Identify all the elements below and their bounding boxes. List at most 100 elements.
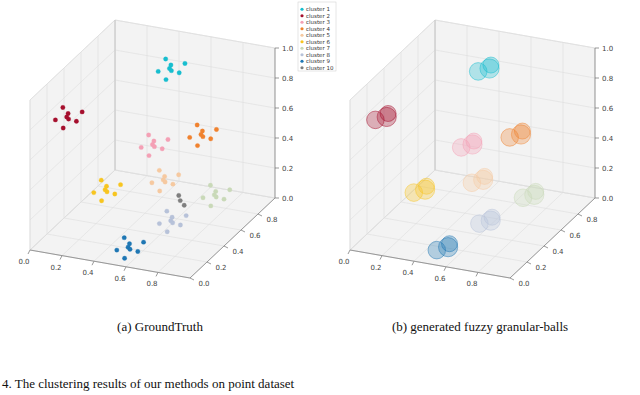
tick-mark xyxy=(275,78,279,79)
grid-line xyxy=(30,170,115,250)
point xyxy=(118,182,122,186)
point xyxy=(99,199,103,203)
y-tick-label: 0.2 xyxy=(215,264,226,272)
grid-line xyxy=(126,187,211,267)
point xyxy=(177,193,181,197)
point xyxy=(200,129,204,133)
x-tick-label: 0.2 xyxy=(50,264,61,272)
point xyxy=(169,68,173,72)
grid-line xyxy=(350,140,435,220)
point xyxy=(166,137,170,141)
tick-mark xyxy=(510,278,514,280)
grid-line xyxy=(47,234,207,262)
marks xyxy=(367,57,544,259)
z-tick-label: 0.4 xyxy=(282,135,294,143)
grid-line xyxy=(30,140,115,220)
tick-mark xyxy=(444,267,446,271)
point xyxy=(104,184,108,188)
grid-line xyxy=(243,42,244,192)
point xyxy=(222,197,226,201)
grid-line xyxy=(435,20,595,48)
point xyxy=(152,139,156,143)
grid-line xyxy=(418,36,419,186)
y-axis-line xyxy=(190,198,275,278)
y-tick-label: 0.6 xyxy=(249,232,261,240)
tick-mark xyxy=(595,168,599,169)
point xyxy=(150,181,154,185)
point xyxy=(165,230,169,234)
grid-line xyxy=(81,202,241,230)
point xyxy=(184,213,188,217)
grid-line xyxy=(382,176,467,256)
tick-mark xyxy=(275,198,279,199)
y-tick-label: 0.8 xyxy=(586,216,597,224)
point xyxy=(105,190,109,194)
point xyxy=(127,242,131,246)
legend-label: cluster 5 xyxy=(306,32,330,38)
grid-line xyxy=(367,84,368,234)
z-tick-label: 0.8 xyxy=(602,75,613,83)
z-tick-label: 1.0 xyxy=(282,45,293,53)
legend-label: cluster 10 xyxy=(306,65,334,71)
point xyxy=(163,180,167,184)
x-tick-label: 0.2 xyxy=(370,264,381,272)
legend-label: cluster 7 xyxy=(306,45,330,51)
tick-mark xyxy=(275,108,279,109)
tick-mark xyxy=(595,108,599,109)
point xyxy=(156,69,160,73)
grid-line xyxy=(211,37,212,187)
legend-marker xyxy=(300,53,303,56)
tick-mark xyxy=(544,246,548,248)
grid-line xyxy=(98,36,99,186)
grid-line xyxy=(435,50,595,78)
grid-line xyxy=(30,110,115,190)
grid-line xyxy=(62,176,147,256)
tick-mark xyxy=(156,272,158,276)
figure: 0.00.20.40.60.80.00.20.40.60.80.00.20.40… xyxy=(0,0,640,395)
point xyxy=(122,256,126,260)
grid-line xyxy=(350,20,435,100)
point xyxy=(183,61,187,65)
legend-label: cluster 3 xyxy=(306,19,330,25)
z-tick-label: 0.0 xyxy=(282,195,293,203)
grid-line xyxy=(64,218,224,246)
pane xyxy=(30,20,115,250)
tick-mark xyxy=(190,278,194,280)
grid-line xyxy=(350,170,435,250)
grid-line xyxy=(115,20,275,48)
point xyxy=(170,221,174,225)
y-tick-label: 0.6 xyxy=(569,232,581,240)
x-tick-label: 0.6 xyxy=(114,275,126,283)
point xyxy=(214,189,218,193)
point xyxy=(164,77,168,81)
granular-ball xyxy=(367,111,385,129)
legend-label: cluster 6 xyxy=(306,39,330,45)
back-edge xyxy=(115,20,116,170)
grid-line xyxy=(94,181,179,261)
point xyxy=(214,127,218,131)
z-tick-label: 0.6 xyxy=(282,105,294,113)
grid-line xyxy=(446,187,531,267)
granular-ball xyxy=(428,241,446,259)
tick-mark xyxy=(275,48,279,49)
grid-line xyxy=(350,50,435,130)
grid-line xyxy=(64,68,65,218)
point xyxy=(165,209,169,213)
point xyxy=(188,135,192,139)
grid-line xyxy=(435,80,595,108)
panel: 0.00.20.40.60.80.00.20.40.60.80.00.20.40… xyxy=(18,2,336,334)
legend-marker xyxy=(300,40,303,43)
point xyxy=(74,119,78,123)
legend-box xyxy=(298,2,336,71)
back-edge xyxy=(435,20,436,170)
granular-ball xyxy=(463,174,481,192)
z-tick-label: 0.4 xyxy=(602,135,614,143)
point xyxy=(201,134,205,138)
y-tick-label: 0.0 xyxy=(198,280,209,288)
tick-mark xyxy=(258,214,262,216)
tick-mark xyxy=(595,198,599,199)
point xyxy=(157,221,161,225)
point xyxy=(160,147,164,151)
tick-mark xyxy=(224,246,228,248)
y-tick-label: 0.2 xyxy=(535,264,546,272)
